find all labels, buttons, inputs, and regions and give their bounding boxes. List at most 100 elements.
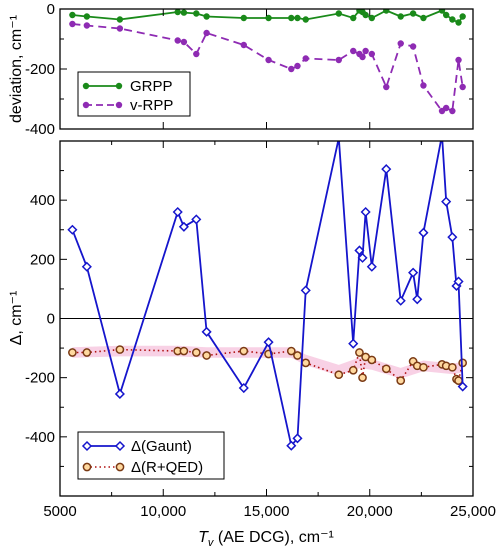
top-y-ticks: 0 -200 -400 xyxy=(25,1,474,138)
rqed-point xyxy=(115,345,125,354)
top-series-0-point xyxy=(240,14,247,22)
gaunt-point xyxy=(172,206,183,218)
rqed-point xyxy=(68,348,77,357)
rqed-point xyxy=(396,376,406,385)
gaunt-point xyxy=(238,382,249,394)
top-series-0-point xyxy=(383,9,390,14)
top-series-0-point xyxy=(459,13,466,20)
top-series-0-point xyxy=(420,14,427,22)
top-series-0-point xyxy=(288,14,295,22)
top-series-0-point xyxy=(69,11,76,19)
top-series-0-point xyxy=(362,11,369,19)
top-series-0-point xyxy=(397,13,404,20)
gaunt-point xyxy=(441,196,452,207)
bottom-y-tick-label: 0 xyxy=(47,311,55,328)
gaunt-point xyxy=(292,433,303,444)
top-y-axis-title: deviation, cm⁻¹ xyxy=(8,15,25,123)
rqed-point xyxy=(286,346,296,356)
top-y-tick-label: -400 xyxy=(25,121,55,138)
top-legend-box xyxy=(77,71,191,117)
gaunt-point xyxy=(453,276,464,287)
legend-grpp-marker-left xyxy=(82,82,90,90)
rqed-point xyxy=(239,346,249,356)
rqed-point xyxy=(381,364,391,374)
top-series-1-point xyxy=(455,56,462,64)
top-legend: GRPP v-RPP xyxy=(77,71,191,117)
gaunt-point xyxy=(354,245,365,256)
bottom-y-tick-label: -200 xyxy=(25,370,55,387)
top-series-layer xyxy=(69,9,466,115)
bottom-y-tick-label: 400 xyxy=(30,192,55,209)
rqed-point xyxy=(348,365,358,375)
top-series-0-point xyxy=(174,9,181,16)
top-series-1-point xyxy=(335,56,342,64)
top-series-1-point xyxy=(180,38,188,46)
legend-vrpp-marker-right xyxy=(115,101,123,109)
top-series-1-point xyxy=(362,47,369,55)
top-y-tick-label: -200 xyxy=(25,61,55,78)
rqed-point xyxy=(301,358,311,368)
legend-grpp-marker-right xyxy=(115,82,123,90)
top-series-0-point xyxy=(438,9,446,14)
top-series-1-point xyxy=(265,56,272,64)
gaunt-point xyxy=(201,326,212,337)
x-axis-title-rest: (AE DCG), cm⁻¹ xyxy=(213,529,333,546)
top-series-0-point xyxy=(116,16,124,23)
top-series-0-point xyxy=(335,10,342,17)
top-series-0-point xyxy=(449,16,456,23)
gaunt-point xyxy=(457,381,468,392)
rqed-point xyxy=(367,355,377,365)
bottom-x-tick-label: 25,000 xyxy=(450,503,496,520)
rqed-point xyxy=(202,351,211,360)
top-series-1-point xyxy=(420,82,427,89)
bottom-panel: -400 -200 0 200 400 5000 10,000 15,000 20,000 25,… xyxy=(8,131,496,549)
rqed-point xyxy=(419,362,428,372)
bottom-x-tick-label: 15,000 xyxy=(244,503,290,520)
top-panel: 0 -200 -400 deviation, cm⁻¹ GRPP v-RPP xyxy=(8,1,474,138)
top-series-1-point xyxy=(449,107,456,115)
top-series-1-point xyxy=(359,53,366,61)
top-series-1-point xyxy=(459,83,466,91)
legend-rqed-marker-right xyxy=(115,462,125,472)
rqed-point xyxy=(334,370,344,380)
bottom-y-axis-title: Δ, cm⁻¹ xyxy=(8,291,25,346)
top-series-1-point xyxy=(409,43,417,50)
top-series-0-point xyxy=(455,19,462,26)
legend-vrpp-marker-left xyxy=(82,101,90,109)
gaunt-point xyxy=(67,224,78,235)
top-series-0-point xyxy=(294,14,301,22)
top-series-0-point xyxy=(203,13,210,20)
gaunt-point xyxy=(300,285,311,296)
top-series-0-point xyxy=(350,14,357,22)
top-series-1-point xyxy=(368,50,376,58)
legend-rqed-label: Δ(R+QED) xyxy=(131,459,203,476)
uncertainty-band-layer xyxy=(72,345,463,379)
top-series-1-point xyxy=(383,83,390,91)
top-series-0-point xyxy=(83,13,91,20)
rqed-point xyxy=(191,348,201,357)
top-series-1-point xyxy=(288,65,295,73)
top-series-1-point xyxy=(350,47,357,55)
top-series-1-point xyxy=(203,29,210,37)
bottom-y-tick-label: -400 xyxy=(25,429,55,446)
top-series-1-point xyxy=(69,20,76,28)
top-series-0-point xyxy=(180,9,188,16)
top-series-1-point xyxy=(193,50,200,58)
top-series-1-point xyxy=(302,55,309,62)
top-series-1-point xyxy=(83,22,91,29)
legend-gaunt-marker-left xyxy=(81,440,93,452)
bottom-y-tick-label: 200 xyxy=(30,251,55,268)
bottom-x-tick-label: 10,000 xyxy=(140,503,186,520)
top-series-0-point xyxy=(265,14,272,22)
top-series-1-point xyxy=(240,41,247,49)
top-series-1-point xyxy=(442,104,450,112)
top-series-0-point xyxy=(193,10,200,17)
gaunt-point xyxy=(438,131,446,139)
gaunt-point xyxy=(418,227,429,238)
gaunt-point xyxy=(360,206,371,218)
gaunt-point xyxy=(381,164,392,175)
gaunt-point xyxy=(263,337,274,348)
top-series-0-point xyxy=(442,11,450,19)
gaunt-point xyxy=(286,440,297,451)
